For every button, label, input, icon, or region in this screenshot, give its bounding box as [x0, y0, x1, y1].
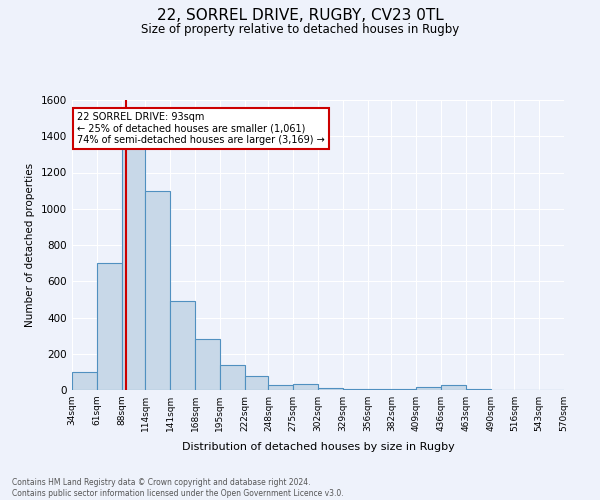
Bar: [245, 376, 268, 390]
Bar: [195, 339, 220, 390]
Bar: [416, 388, 441, 390]
Bar: [466, 389, 491, 390]
Bar: [343, 389, 368, 390]
Text: 22, SORREL DRIVE, RUGBY, CV23 0TL: 22, SORREL DRIVE, RUGBY, CV23 0TL: [157, 8, 443, 22]
Text: Distribution of detached houses by size in Rugby: Distribution of detached houses by size …: [182, 442, 454, 452]
Bar: [293, 384, 318, 390]
Text: 22 SORREL DRIVE: 93sqm
← 25% of detached houses are smaller (1,061)
74% of semi-: 22 SORREL DRIVE: 93sqm ← 25% of detached…: [77, 112, 325, 145]
Bar: [170, 301, 195, 390]
Y-axis label: Number of detached properties: Number of detached properties: [25, 163, 35, 327]
Bar: [97, 263, 122, 390]
Bar: [441, 386, 466, 390]
Bar: [122, 146, 145, 390]
Bar: [145, 190, 170, 390]
Bar: [391, 389, 416, 390]
Text: Contains HM Land Registry data © Crown copyright and database right 2024.
Contai: Contains HM Land Registry data © Crown c…: [12, 478, 344, 498]
Bar: [220, 364, 245, 390]
Bar: [368, 389, 391, 390]
Bar: [268, 384, 293, 390]
Bar: [318, 388, 343, 390]
Text: Size of property relative to detached houses in Rugby: Size of property relative to detached ho…: [141, 22, 459, 36]
Bar: [72, 372, 97, 390]
